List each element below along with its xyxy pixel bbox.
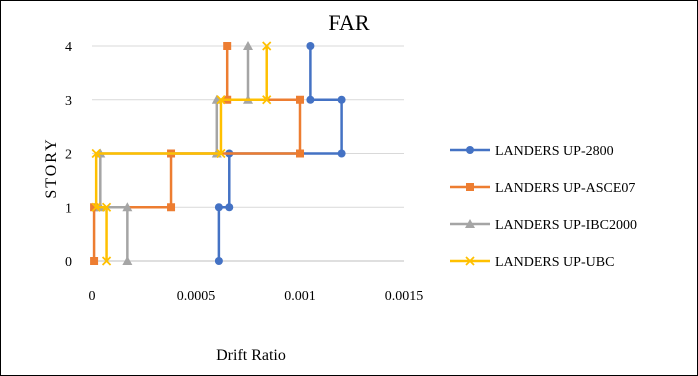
data-point: [90, 257, 99, 265]
legend-marker: [465, 219, 475, 228]
y-tick-label: 2: [65, 148, 72, 163]
data-point: [214, 203, 223, 212]
data-point: [337, 95, 346, 104]
axis-ticks: 0 1 2 3 4 0 0.0005 0.001 0.0015: [65, 40, 423, 304]
series-line: [94, 46, 268, 261]
marker-x-stroke: [465, 256, 475, 266]
marker-x-stroke: [262, 41, 272, 51]
chart-title: FAR: [328, 10, 369, 35]
y-tick-label: 4: [65, 40, 72, 55]
data-point: [167, 203, 176, 212]
marker-x-stroke: [216, 148, 226, 159]
data-point: [262, 41, 272, 51]
legend: LANDERS UP-2800 LANDERS UP-ASCE07 LANDERS …: [450, 144, 637, 270]
data-point: [225, 203, 234, 212]
series-4: [91, 41, 272, 266]
data-point: [306, 95, 315, 104]
y-tick-label: 1: [65, 201, 72, 216]
data-point: [262, 95, 272, 105]
data-point: [90, 203, 99, 212]
data-point: [91, 148, 101, 159]
legend-label: LANDERS UP-ASCE07: [495, 181, 635, 196]
x-tick-label: 0.001: [284, 289, 316, 304]
data-point: [91, 202, 101, 212]
y-axis-label: STORY: [43, 137, 60, 198]
marker-x-stroke: [91, 202, 101, 212]
legend-item-2: LANDERS UP-ASCE07: [450, 181, 635, 196]
marker-x-stroke: [262, 95, 272, 105]
legend-item-4: LANDERS UP-UBC: [450, 255, 614, 270]
y-tick-label: 0: [65, 255, 72, 270]
marker-x-stroke: [91, 148, 101, 159]
x-axis-label: Drift Ratio: [216, 347, 286, 364]
y-tick-label: 3: [65, 94, 72, 109]
data-point: [216, 95, 226, 105]
legend-label: LANDERS UP-2800: [495, 144, 614, 159]
data-point: [101, 256, 112, 266]
data-point: [122, 202, 133, 212]
plot-series: [90, 41, 346, 266]
x-tick-label: 0: [89, 289, 96, 304]
data-point: [306, 42, 315, 50]
data-point: [243, 41, 253, 50]
legend-label: LANDERS UP-IBC2000: [495, 218, 637, 233]
legend-marker: [466, 146, 474, 154]
marker-x-stroke: [216, 95, 226, 105]
x-tick-label: 0.0005: [177, 289, 216, 304]
legend-marker: [465, 256, 475, 266]
legend-marker: [466, 183, 474, 191]
legend-item-3: LANDERS UP-IBC2000: [450, 218, 637, 233]
legend-label: LANDERS UP-UBC: [495, 255, 614, 270]
data-point: [296, 95, 304, 104]
marker-x-stroke: [101, 202, 112, 212]
data-point: [223, 42, 232, 50]
data-point: [296, 149, 304, 158]
data-point: [216, 148, 226, 159]
data-point: [101, 202, 112, 212]
x-tick-label: 0.0015: [385, 289, 424, 304]
legend-item-1: LANDERS UP-2800: [450, 144, 614, 159]
data-point: [122, 256, 133, 265]
data-point: [214, 257, 223, 265]
marker-x-stroke: [101, 256, 112, 266]
data-point: [337, 149, 346, 158]
